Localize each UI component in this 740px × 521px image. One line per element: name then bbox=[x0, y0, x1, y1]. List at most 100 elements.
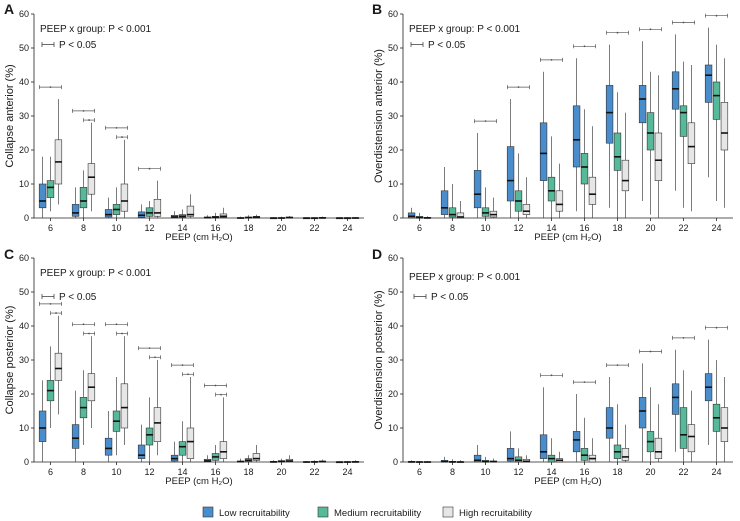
box-iqr bbox=[153, 199, 162, 217]
y-tick-label: 20 bbox=[19, 389, 29, 399]
bracket-dot bbox=[616, 364, 619, 366]
x-tick-label: 24 bbox=[711, 467, 721, 477]
box-high-peep-24 bbox=[720, 58, 729, 208]
y-axis-title: Overdistension anterior (%) bbox=[373, 49, 385, 183]
sig-bracket-outer bbox=[606, 30, 629, 35]
box-iqr bbox=[71, 204, 80, 217]
x-tick-label: 14 bbox=[546, 467, 556, 477]
box-high-peep-20 bbox=[285, 215, 294, 219]
bracket-dot bbox=[682, 337, 685, 339]
box-high-peep-22 bbox=[687, 390, 696, 462]
bracket-dot bbox=[88, 119, 90, 121]
box-high-peep-20 bbox=[654, 75, 663, 218]
legend-item-low: Low recruitability bbox=[202, 506, 290, 519]
x-tick-label: 18 bbox=[243, 467, 253, 477]
bracket-dot bbox=[649, 28, 652, 31]
bracket-dot bbox=[550, 374, 553, 377]
panel-d: D Overdistension posterior (%) PEEP (cm … bbox=[372, 246, 733, 487]
sig-bracket-outer bbox=[138, 346, 161, 351]
box-medium-peep-14 bbox=[547, 136, 556, 218]
x-tick-label: 20 bbox=[276, 467, 286, 477]
interaction-annotation: PEEP x group: P < 0.001 bbox=[40, 268, 152, 279]
bracket-dot bbox=[181, 364, 184, 366]
sig-bracket-outer bbox=[39, 85, 62, 90]
legend-item-medium: Medium recruitability bbox=[317, 506, 421, 519]
box-iqr bbox=[580, 448, 589, 461]
box-low-peep-6 bbox=[407, 207, 416, 219]
sig-bracket-inner bbox=[116, 331, 128, 336]
panel-a: A Collapse anterior (%) PEEP (cm H₂O) PE… bbox=[4, 1, 364, 243]
box-iqr bbox=[506, 146, 515, 202]
x-tick-label: 10 bbox=[480, 223, 490, 233]
bracket-dot bbox=[649, 350, 652, 353]
y-tick-label: 50 bbox=[19, 43, 29, 53]
sig-bracket-outer bbox=[72, 108, 95, 113]
significance-annotation: P < 0.05 bbox=[428, 40, 466, 51]
x-tick-label: 12 bbox=[513, 467, 523, 477]
box-medium-peep-10 bbox=[112, 377, 121, 456]
box-iqr bbox=[679, 407, 688, 449]
bracket-dot bbox=[49, 303, 52, 305]
box-medium-peep-8 bbox=[448, 184, 457, 218]
box-iqr bbox=[186, 427, 195, 459]
box-low-peep-24 bbox=[335, 461, 344, 464]
box-iqr bbox=[481, 207, 490, 217]
x-tick-label: 10 bbox=[480, 467, 490, 477]
y-tick-label: 0 bbox=[24, 213, 29, 223]
sig-bracket-outer bbox=[672, 335, 695, 340]
y-tick-label: 20 bbox=[19, 145, 29, 155]
y-tick-label: 10 bbox=[388, 423, 398, 433]
sig-bracket-outer bbox=[105, 322, 128, 327]
x-tick-label: 22 bbox=[678, 223, 688, 233]
box-iqr bbox=[38, 183, 47, 209]
significance-annotation: P < 0.05 bbox=[431, 292, 469, 303]
box-low-peep-10 bbox=[473, 445, 482, 463]
bracket-dot bbox=[115, 323, 118, 326]
box-low-peep-8 bbox=[440, 456, 449, 463]
box-medium-peep-6 bbox=[46, 156, 55, 212]
box-iqr bbox=[704, 64, 713, 103]
box-high-peep-24 bbox=[351, 460, 360, 463]
legend-swatch-low bbox=[202, 506, 214, 518]
panel-letter-c: C bbox=[4, 246, 14, 262]
box-high-peep-14 bbox=[555, 451, 564, 463]
box-high-peep-20 bbox=[285, 455, 294, 462]
box-low-peep-18 bbox=[236, 216, 245, 219]
box-low-peep-14 bbox=[170, 211, 179, 219]
sig-bracket-inner bbox=[116, 135, 128, 140]
box-low-peep-14 bbox=[539, 387, 548, 462]
x-tick-label: 12 bbox=[144, 467, 154, 477]
box-low-peep-6 bbox=[38, 156, 47, 218]
box-medium-peep-14 bbox=[547, 438, 556, 463]
box-high-peep-18 bbox=[252, 214, 261, 219]
box-medium-peep-18 bbox=[244, 215, 253, 219]
box-high-peep-16 bbox=[219, 397, 228, 462]
bracket-dot bbox=[550, 59, 553, 61]
legend-label-medium: Medium recruitability bbox=[334, 508, 421, 519]
significance-annotation: P < 0.05 bbox=[59, 292, 97, 303]
bracket-dot bbox=[82, 110, 85, 112]
box-iqr bbox=[145, 427, 154, 446]
y-tick-label: 0 bbox=[393, 213, 398, 223]
x-tick-label: 14 bbox=[177, 223, 187, 233]
box-iqr bbox=[539, 122, 548, 181]
box-medium-peep-10 bbox=[481, 456, 490, 463]
x-tick-label: 8 bbox=[81, 467, 86, 477]
x-tick-label: 22 bbox=[678, 467, 688, 477]
y-tick-label: 20 bbox=[388, 389, 398, 399]
box-low-peep-22 bbox=[302, 217, 311, 220]
box-high-peep-16 bbox=[219, 207, 228, 218]
box-iqr bbox=[252, 453, 261, 461]
box-low-peep-20 bbox=[269, 217, 278, 220]
box-low-peep-20 bbox=[638, 363, 647, 462]
y-tick-label: 30 bbox=[19, 355, 29, 365]
box-iqr bbox=[654, 437, 663, 459]
box-high-peep-24 bbox=[351, 216, 360, 219]
box-medium-peep-8 bbox=[79, 170, 88, 218]
x-tick-label: 8 bbox=[81, 223, 86, 233]
sig-bracket-inner bbox=[182, 372, 194, 377]
box-low-peep-6 bbox=[407, 460, 416, 463]
y-tick-label: 10 bbox=[19, 179, 29, 189]
sig-bracket-inner bbox=[83, 118, 95, 123]
box-medium-peep-12 bbox=[145, 397, 154, 462]
